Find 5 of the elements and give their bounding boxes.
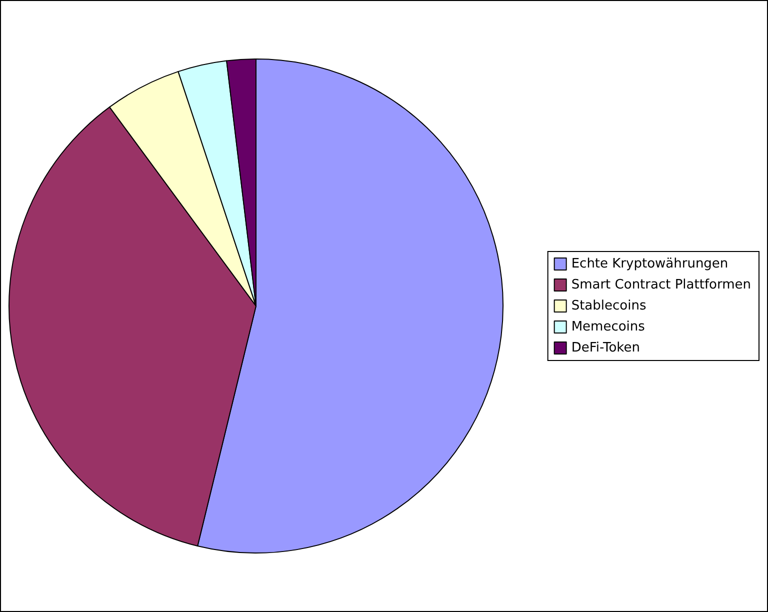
legend-label: Memecoins (571, 320, 646, 334)
legend-label: Smart Contract Plattformen (571, 278, 751, 292)
legend-label: Stablecoins (571, 298, 646, 314)
legend-label: DeFi-Token (571, 340, 640, 356)
legend-label: Echte Kryptowährungen (571, 256, 728, 272)
